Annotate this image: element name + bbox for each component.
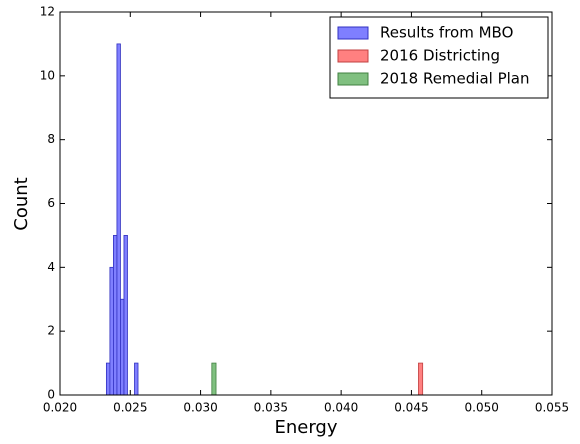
y-tick-label: 12 (40, 5, 55, 19)
bar (123, 235, 128, 396)
y-axis-label: Count (11, 177, 32, 230)
y-tick-label: 8 (47, 132, 55, 146)
legend-swatch (337, 26, 369, 40)
bar (116, 43, 121, 396)
x-tick-label: 0.055 (535, 401, 569, 415)
x-tick-label: 0.050 (465, 401, 499, 415)
x-axis-label: Energy (274, 417, 337, 438)
bar (109, 266, 114, 396)
legend-label: 2016 Districting (380, 47, 500, 65)
x-tick-label: 0.030 (183, 401, 217, 415)
y-tick-label: 4 (47, 260, 55, 274)
bar (211, 362, 217, 396)
legend-label: 2018 Remedial Plan (380, 70, 530, 88)
bar (113, 235, 118, 396)
bar (105, 362, 111, 396)
bar (134, 362, 139, 396)
x-tick-label: 0.045 (394, 401, 428, 415)
x-tick-label: 0.040 (324, 401, 358, 415)
bar (418, 362, 424, 396)
y-tick-label: 2 (47, 324, 55, 338)
bar (120, 298, 125, 396)
legend-swatch (337, 49, 369, 63)
legend-swatch (337, 72, 369, 86)
y-tick-label: 0 (47, 388, 55, 402)
x-tick-label: 0.025 (113, 401, 147, 415)
y-tick-label: 10 (40, 68, 55, 82)
x-tick-label: 0.020 (43, 401, 77, 415)
legend-label: Results from MBO (380, 24, 513, 42)
y-tick-label: 6 (47, 196, 55, 210)
x-tick-label: 0.035 (254, 401, 288, 415)
